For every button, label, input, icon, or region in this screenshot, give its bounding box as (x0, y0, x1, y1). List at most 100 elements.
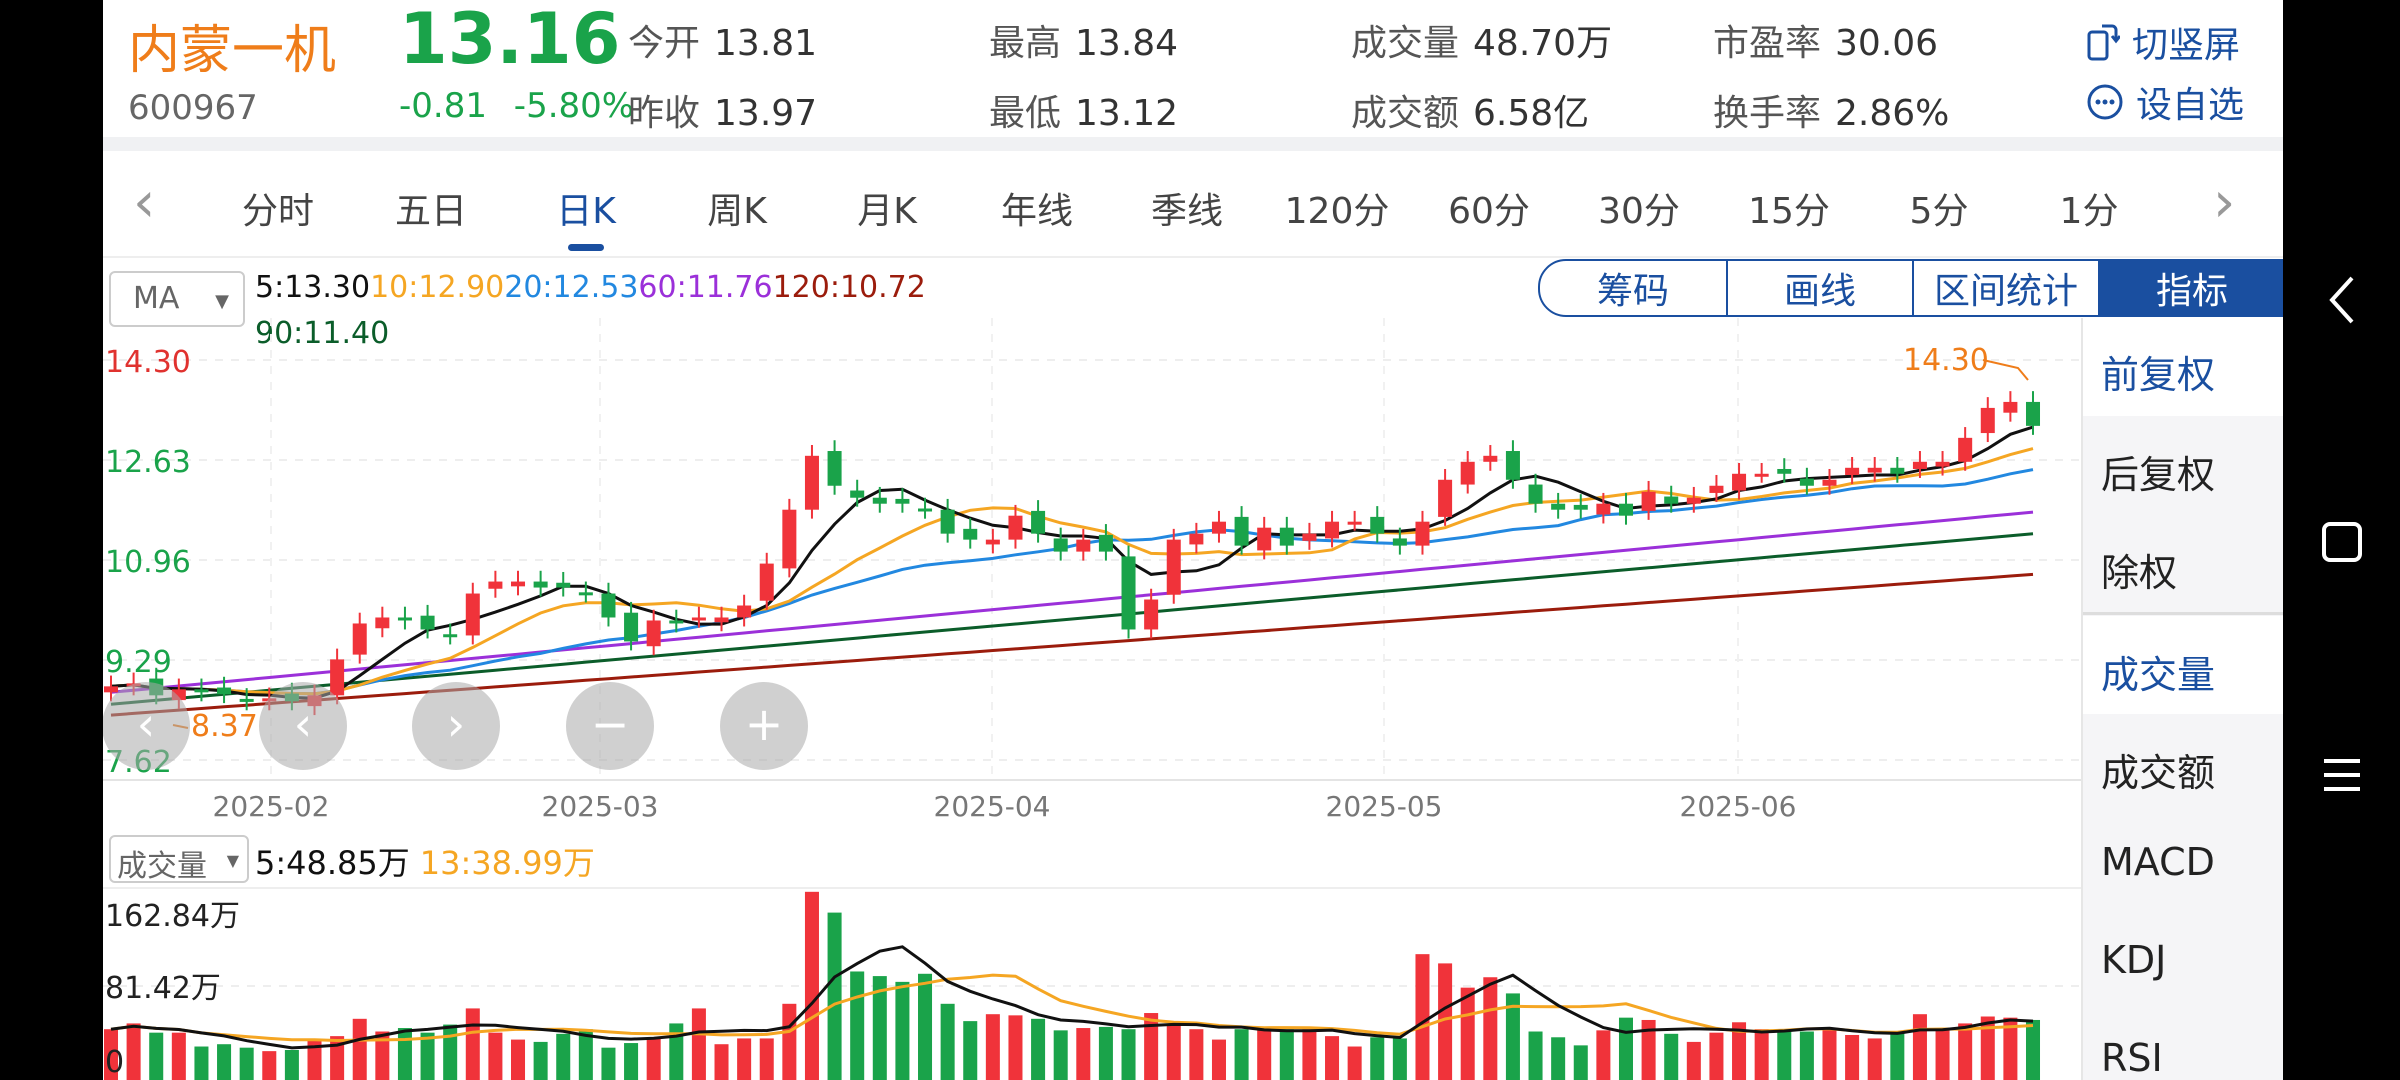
candle-body (624, 612, 639, 642)
back-icon[interactable] (2283, 272, 2400, 342)
volume-select-value: 成交量 (117, 849, 207, 884)
price-axis-label: 10.96 (105, 545, 191, 580)
tabs-scroll-right-icon[interactable]: › (2213, 170, 2236, 235)
candle (330, 648, 345, 705)
candle (1709, 474, 1724, 502)
volume-bar (375, 1031, 390, 1080)
high-label: 最高 (989, 23, 1062, 64)
sub-indicator-option-3[interactable]: MACD (2101, 840, 2215, 884)
candle-body (1573, 504, 1588, 510)
tab-13[interactable]: 1分 (2059, 191, 2119, 232)
tab-1[interactable]: 分时 (241, 191, 315, 232)
sub-indicator-option-5[interactable]: RSI (2101, 1036, 2163, 1080)
chevron-down-icon: ▼ (226, 851, 239, 870)
volume-bar (895, 981, 910, 1080)
tab-4[interactable]: 周K (707, 191, 767, 232)
change-percent: -5.80% (513, 86, 635, 126)
candle-body (782, 509, 797, 569)
tool-button-3[interactable]: 区间统计 (1912, 259, 2100, 317)
candle (465, 582, 480, 645)
candle (533, 570, 548, 597)
volume-bar (1370, 1037, 1385, 1080)
add-watchlist-label: 设自选 (2136, 85, 2245, 126)
candle (624, 601, 639, 651)
tab-12[interactable]: 5分 (1909, 191, 1969, 232)
candle (940, 498, 955, 543)
tool-button-2[interactable]: 画线 (1726, 259, 1914, 317)
scroll-first-icon[interactable]: ‹ (103, 682, 190, 770)
tool-button-4[interactable]: 指标 (2098, 259, 2283, 317)
tab-2[interactable]: 五日 (394, 191, 468, 232)
candle-body (1189, 533, 1204, 545)
volume-bar (1777, 1029, 1792, 1080)
candle-body (1483, 455, 1498, 462)
candle (1008, 504, 1023, 549)
volume-bar (669, 1023, 684, 1080)
add-watchlist-button[interactable]: 设自选 (2086, 76, 2244, 128)
volume-bar (2003, 1017, 2018, 1080)
candle (1347, 510, 1362, 531)
switch-portrait-button[interactable]: 切竖屏 (2086, 16, 2240, 68)
volume-bar (556, 1033, 571, 1080)
candle-body (1347, 521, 1362, 525)
date-axis-label: 2025-02 (213, 790, 330, 823)
tab-6[interactable]: 年线 (1000, 191, 1074, 232)
volume-label: 成交量 (1351, 23, 1460, 64)
sub-indicator-option-2[interactable]: 成交额 (2101, 751, 2216, 795)
candle-body (737, 605, 752, 618)
candle (691, 606, 706, 628)
candle (2025, 391, 2041, 435)
candle-body (985, 539, 1000, 545)
tab-9[interactable]: 60分 (1448, 191, 1530, 232)
volume-indicator-select[interactable]: 成交量 ▼ (109, 835, 249, 884)
kline-chart[interactable]: 14.3012.6310.969.297.6214.308.372025-022… (103, 318, 2081, 1080)
candle-body (940, 509, 955, 534)
volume-bar (714, 1044, 729, 1080)
volume-bar (872, 976, 887, 1080)
ma20-line (110, 468, 2034, 696)
low-value: 13.12 (1075, 93, 1179, 134)
candle (1573, 494, 1588, 519)
candle (1618, 492, 1633, 525)
zoom-in-icon[interactable]: + (720, 682, 808, 770)
adjust-option-1[interactable]: 前复权 (2101, 353, 2216, 397)
scroll-right-icon[interactable]: › (412, 682, 500, 770)
adjust-option-2[interactable]: 后复权 (2101, 453, 2216, 497)
tab-11[interactable]: 15分 (1748, 191, 1830, 232)
sub-indicator-option-1[interactable]: 成交量 (2101, 653, 2216, 697)
candle-body (872, 497, 887, 504)
indicator-select[interactable]: MA ▼ (109, 271, 245, 327)
tab-10[interactable]: 30分 (1598, 191, 1680, 232)
tab-8[interactable]: 120分 (1284, 191, 1390, 232)
volume-bar (307, 1040, 322, 1080)
tab-5[interactable]: 月K (857, 191, 917, 232)
volume-bar (1438, 963, 1453, 1080)
tabs-scroll-left-icon[interactable]: ‹ (133, 170, 156, 235)
volume-bar (1845, 1034, 1860, 1080)
candle-body (1596, 503, 1611, 515)
tab-3[interactable]: 日K (556, 191, 616, 232)
home-icon[interactable] (2283, 515, 2400, 580)
control-button-bg (720, 682, 808, 770)
tab-7[interactable]: 季线 (1150, 191, 1224, 232)
candle-body (397, 617, 412, 621)
candle (669, 609, 684, 633)
volume-axis-top: 162.84万 (105, 899, 240, 934)
candle (1867, 457, 1882, 482)
pe-stat: 市盈率 30.06 (1713, 14, 1938, 66)
scroll-left-icon[interactable]: ‹ (259, 682, 347, 770)
sub-indicator-option-4[interactable]: KDJ (2101, 938, 2167, 982)
candle (1664, 485, 1679, 513)
ma-legend-item: 120:10.72 (772, 270, 926, 305)
candle (737, 594, 752, 627)
zoom-out-icon[interactable]: − (566, 682, 654, 770)
volume-bar (1641, 1019, 1656, 1080)
candle-body (352, 623, 367, 655)
adjust-option-3[interactable]: 除权 (2101, 551, 2178, 595)
candle (1302, 522, 1317, 550)
candle-body (1980, 407, 1995, 434)
menu-icon[interactable] (2283, 748, 2400, 813)
tool-button-1[interactable]: 筹码 (1538, 259, 1728, 317)
volume-bar (397, 1028, 412, 1080)
volume-bar (1912, 1014, 1927, 1080)
